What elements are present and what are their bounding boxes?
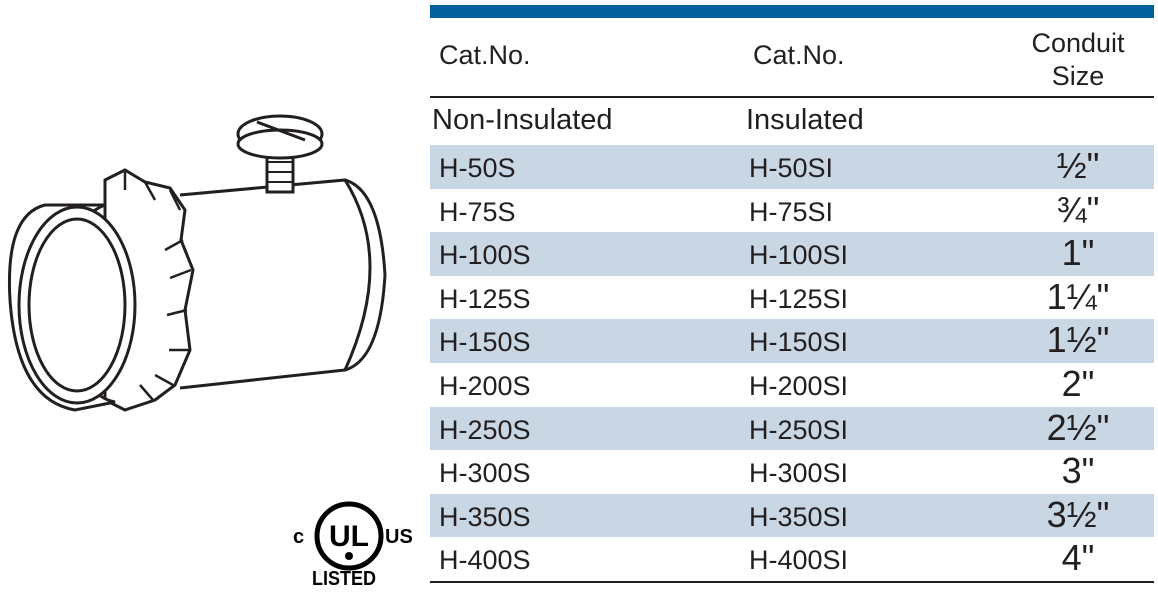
table-row: H-150S H-150SI 1½" — [430, 319, 1154, 363]
table-row: H-250S H-250SI 2½" — [430, 406, 1154, 451]
cell-non-insulated: H-200S — [439, 370, 531, 401]
cell-non-insulated: H-400S — [439, 545, 531, 576]
table-row: H-50S H-50SI ½" — [430, 145, 1154, 189]
cell-size: 2½" — [1046, 406, 1110, 448]
cell-insulated: H-125SI — [749, 283, 849, 314]
connector-drawing — [7, 114, 387, 412]
bottom-divider — [430, 581, 1154, 583]
table-row: H-350S H-350SI 3½" — [430, 493, 1154, 538]
cell-non-insulated: H-75S — [439, 196, 516, 227]
cell-insulated: H-200SI — [749, 370, 849, 401]
cell-insulated: H-350SI — [749, 501, 849, 532]
table-row: H-200S H-200SI 2" — [430, 363, 1154, 407]
cell-size: ¾" — [1056, 188, 1100, 230]
table-row: H-100S H-100SI 1" — [430, 232, 1154, 276]
cell-insulated: H-400SI — [749, 545, 849, 576]
header-conduit: Conduit — [1031, 28, 1125, 58]
cell-size: 3½" — [1046, 493, 1110, 535]
table-row: H-125S H-125SI 1¼" — [430, 276, 1154, 320]
header-cat-no-1: Cat.No. — [439, 40, 531, 70]
cell-insulated: H-300SI — [749, 458, 849, 489]
cell-non-insulated: H-50S — [439, 153, 516, 183]
table-row: H-300S H-300SI 3" — [430, 450, 1154, 494]
cell-size: 4" — [1061, 537, 1095, 579]
header-conduit-size: Conduit Size — [1020, 27, 1136, 93]
cell-non-insulated: H-150S — [439, 327, 531, 358]
cell-size: 1½" — [1046, 319, 1110, 361]
cell-insulated: H-75SI — [749, 196, 834, 227]
cell-size: 1¼" — [1046, 275, 1110, 317]
ul-c-label: c — [293, 526, 305, 548]
cell-size: 2" — [1061, 362, 1095, 404]
cell-non-insulated: H-300S — [439, 458, 531, 489]
svg-text:UL: UL — [329, 520, 369, 553]
header-size: Size — [1051, 61, 1105, 91]
cell-non-insulated: H-100S — [439, 240, 531, 271]
accent-bar — [430, 5, 1154, 18]
catalog-table: Cat.No. Cat.No. Conduit Size Non-Insulat… — [430, 0, 1154, 595]
ul-listed-label: LISTED — [312, 568, 377, 590]
cell-non-insulated: H-125S — [439, 283, 531, 314]
ul-listed-mark: c UL US LISTED — [286, 498, 416, 592]
table-row: H-400S H-400SI 4" — [430, 537, 1154, 581]
cell-insulated: H-250SI — [749, 414, 849, 445]
cell-non-insulated: H-250S — [439, 414, 531, 445]
cell-size: 3" — [1061, 450, 1095, 492]
ul-circle-icon: UL — [314, 501, 384, 571]
header-divider — [430, 96, 1154, 98]
subheader-non-insulated: Non-Insulated — [432, 104, 613, 136]
cell-size: ½" — [1056, 145, 1100, 186]
cell-insulated: H-50SI — [749, 153, 834, 183]
cell-insulated: H-150SI — [749, 327, 849, 358]
subheader-insulated: Insulated — [746, 104, 864, 136]
table-body: H-50S H-50SI ½" H-75S H-75SI ¾" H-100S H… — [430, 145, 1154, 581]
cell-size: 1" — [1061, 232, 1095, 274]
ul-us-label: US — [385, 526, 413, 548]
cell-insulated: H-100SI — [749, 240, 849, 271]
cell-non-insulated: H-350S — [439, 501, 531, 532]
table-row: H-75S H-75SI ¾" — [430, 189, 1154, 233]
header-cat-no-2: Cat.No. — [753, 40, 845, 70]
